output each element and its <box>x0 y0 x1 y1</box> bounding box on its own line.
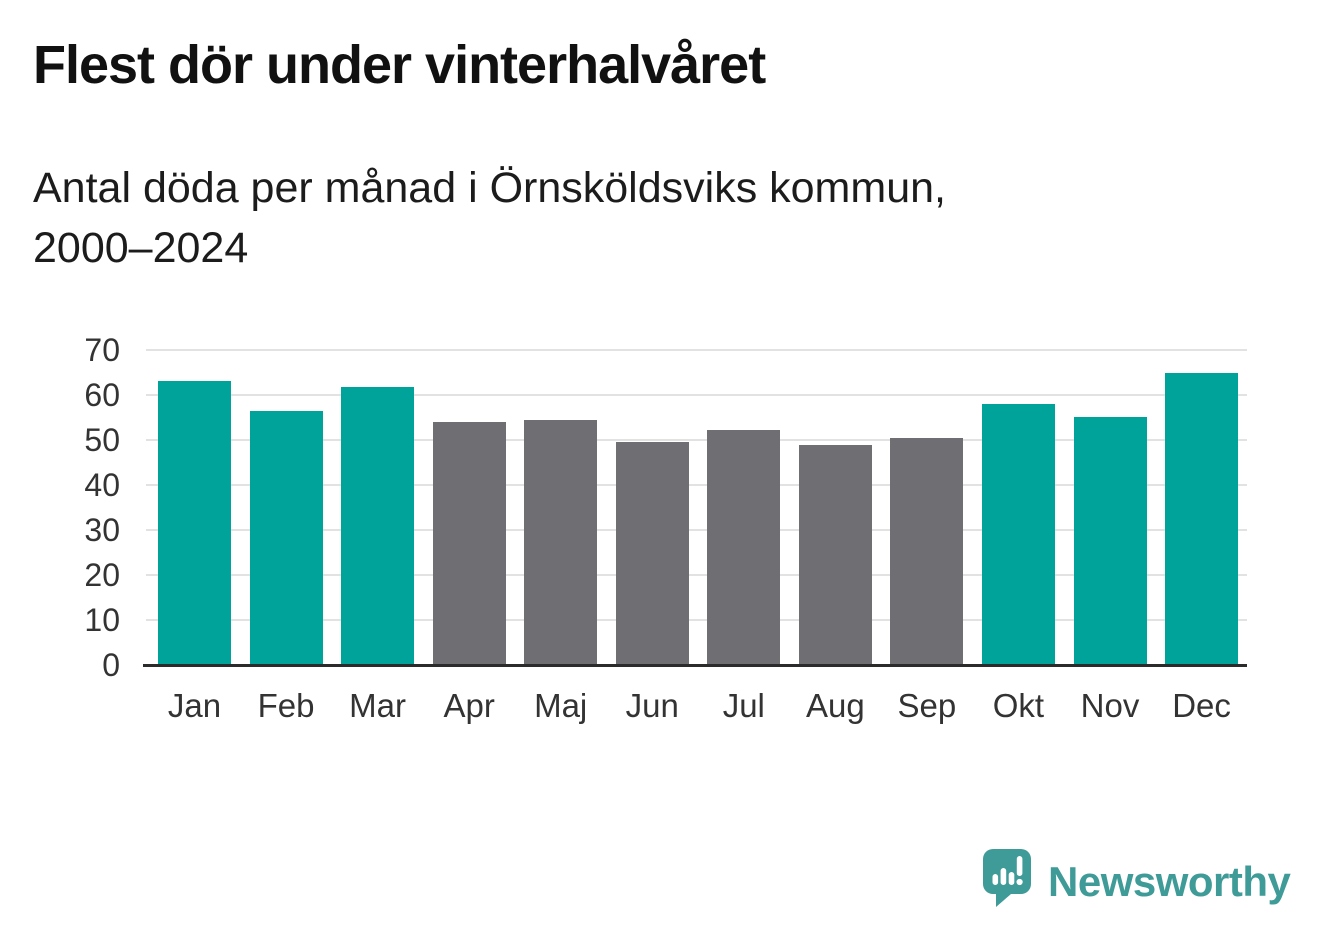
bar-feb <box>249 410 323 665</box>
y-tick-10: 10 <box>84 602 120 638</box>
x-label-apr: Apr <box>443 687 495 724</box>
bar-maj <box>524 419 598 665</box>
bar-nov <box>1073 416 1147 665</box>
gridline-30 <box>146 529 1247 531</box>
bar-jan <box>158 380 231 665</box>
y-tick-30: 30 <box>84 512 120 548</box>
bar-mar <box>341 387 415 665</box>
x-label-nov: Nov <box>1080 687 1140 724</box>
page-subtitle: Antal döda per månad i Örnsköldsviks kom… <box>33 164 946 272</box>
gridline-60 <box>146 394 1247 396</box>
gridline-70 <box>146 349 1247 351</box>
plot-area <box>146 349 1247 665</box>
y-tick-50: 50 <box>84 422 120 458</box>
y-tick-40: 40 <box>84 467 120 503</box>
gridline-20 <box>146 574 1247 576</box>
x-label-feb: Feb <box>257 687 315 724</box>
x-axis-line <box>143 664 1247 667</box>
x-label-mar: Mar <box>349 687 407 724</box>
bar-sep <box>890 437 964 665</box>
speech-bubble-shape <box>983 849 1031 907</box>
x-label-jul: Jul <box>722 687 765 724</box>
x-label-aug: Aug <box>805 687 865 724</box>
brand-name: Newsworthy <box>1048 858 1291 905</box>
bar-okt <box>981 404 1055 665</box>
bar-apr <box>432 422 506 665</box>
bar-jul <box>707 430 781 665</box>
bar-aug <box>798 445 872 665</box>
gridline-10 <box>146 619 1247 621</box>
newsworthy-speech-bubble-chart-icon <box>983 849 1031 907</box>
x-label-jan: Jan <box>167 687 222 724</box>
gridline-50 <box>146 439 1247 441</box>
x-label-jun: Jun <box>625 687 679 724</box>
x-label-sep: Sep <box>897 687 957 724</box>
gridline-40 <box>146 484 1247 486</box>
y-tick-60: 60 <box>84 377 120 413</box>
y-tick-20: 20 <box>84 557 120 593</box>
bar-chart: 0 10 20 30 40 50 60 70 Jan Feb Mar Apr Maj Jun Jul Aug S… <box>0 332 1322 755</box>
x-label-okt: Okt <box>992 687 1045 724</box>
page-title: Flest dör under vinterhalvåret <box>33 35 766 95</box>
y-tick-0: 0 <box>102 647 120 683</box>
bar-dec <box>1165 372 1239 665</box>
x-label-maj: Maj <box>534 687 588 724</box>
bar-jun <box>615 441 689 665</box>
x-label-dec: Dec <box>1172 687 1231 724</box>
y-tick-70: 70 <box>84 332 120 368</box>
